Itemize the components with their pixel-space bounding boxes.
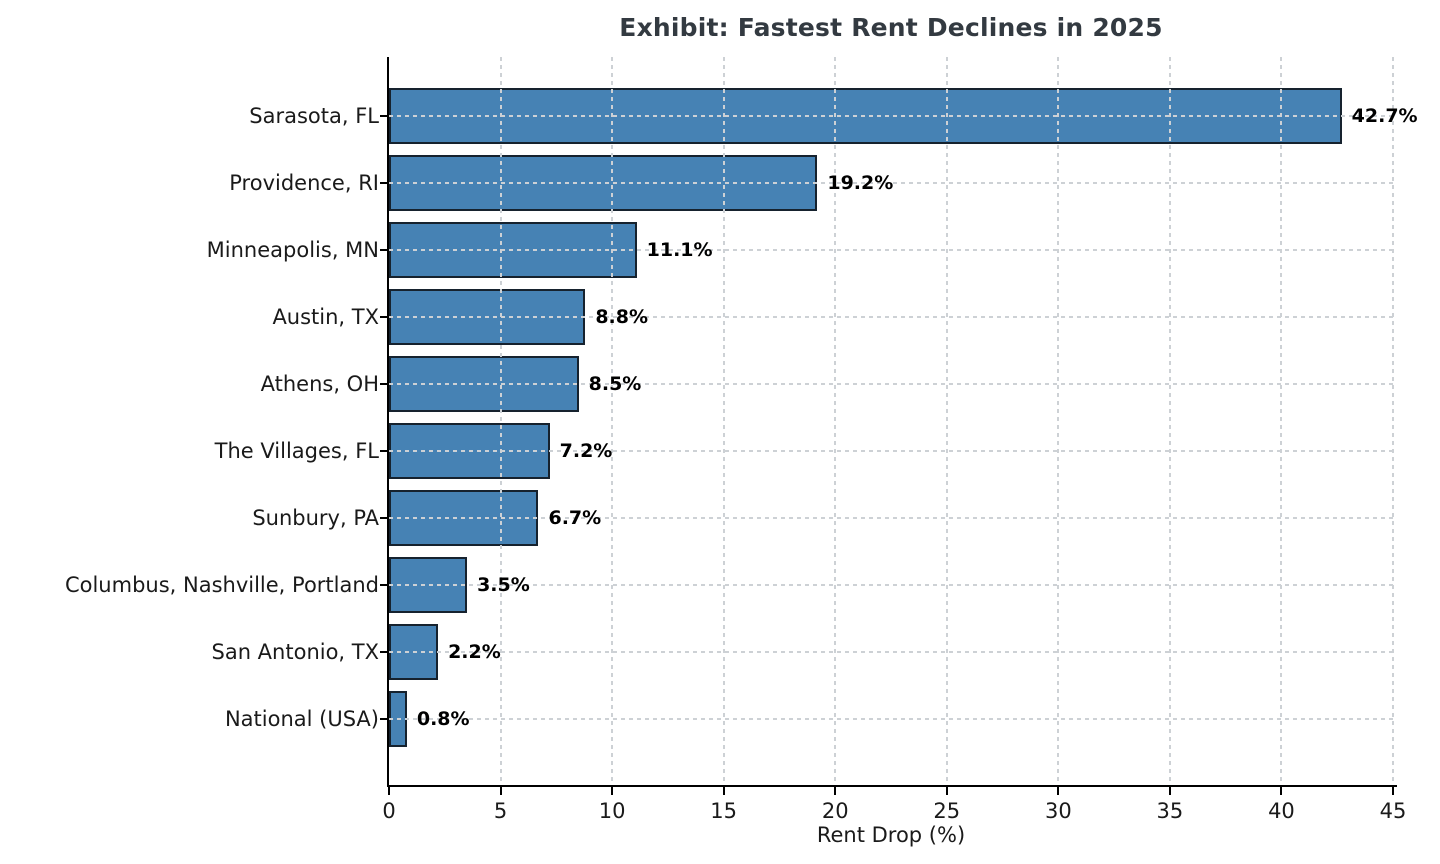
bar-value-label: 11.1%	[646, 239, 713, 261]
category-label: Minneapolis, MN	[206, 238, 379, 262]
x-axis-tick	[834, 787, 837, 795]
y-axis-tick	[380, 115, 387, 117]
x-tick-label: 40	[1268, 799, 1295, 823]
gridline	[389, 651, 1393, 653]
bar-value-label: 2.2%	[448, 641, 501, 663]
category-label: Sarasota, FL	[249, 104, 379, 128]
gridline	[722, 57, 725, 785]
x-axis-tick	[1168, 787, 1171, 795]
gridline	[389, 517, 1393, 519]
gridline	[389, 182, 1393, 184]
y-axis-tick	[380, 517, 387, 519]
x-tick-label: 45	[1379, 799, 1407, 823]
x-tick-label: 25	[933, 799, 961, 823]
x-axis-spine	[387, 785, 1397, 787]
gridline	[389, 249, 1393, 251]
bar-value-label: 8.8%	[595, 306, 649, 328]
gridline	[834, 57, 837, 785]
x-tick-label: 10	[598, 799, 626, 823]
y-axis-tick	[380, 450, 387, 452]
gridline	[389, 450, 1393, 452]
gridline	[1057, 57, 1060, 785]
y-axis-spine	[387, 57, 389, 787]
bar-value-label: 8.5%	[588, 373, 642, 395]
x-axis-tick	[388, 787, 390, 795]
y-axis-tick	[380, 584, 387, 586]
y-axis-tick	[380, 651, 387, 653]
gridline	[389, 115, 1393, 117]
chart-title: Exhibit: Fastest Rent Declines in 2025	[619, 13, 1163, 42]
bar-value-label: 19.2%	[827, 172, 894, 194]
gridline	[1280, 57, 1283, 785]
x-axis-tick	[499, 787, 502, 795]
category-label: National (USA)	[224, 707, 379, 731]
y-axis-tick	[380, 182, 387, 184]
x-tick-label: 20	[821, 799, 849, 823]
x-axis-tick	[945, 787, 948, 795]
x-axis-tick	[611, 787, 614, 795]
x-tick-label: 30	[1044, 799, 1072, 823]
bar-value-label: 0.8%	[416, 708, 470, 730]
x-axis-label: Rent Drop (%)	[816, 823, 966, 847]
y-axis-tick	[380, 383, 387, 385]
gridline	[389, 584, 1393, 586]
x-axis-tick	[722, 787, 725, 795]
y-axis-tick	[380, 718, 387, 720]
y-axis-tick	[380, 316, 387, 318]
gridline	[389, 718, 1393, 720]
x-tick-label: 35	[1156, 799, 1184, 823]
category-label: Austin, TX	[272, 305, 379, 329]
category-label: Sunbury, PA	[252, 506, 379, 530]
category-label: Columbus, Nashville, Portland	[64, 573, 379, 597]
gridline	[1168, 57, 1171, 785]
gridline	[499, 57, 502, 785]
x-axis-tick	[1057, 787, 1060, 795]
category-label: San Antonio, TX	[211, 640, 380, 664]
category-label: Athens, OH	[260, 372, 379, 396]
gridline	[389, 316, 1393, 318]
gridline	[611, 57, 614, 785]
gridline	[389, 383, 1393, 385]
category-label: Providence, RI	[229, 171, 379, 195]
y-axis-tick	[380, 249, 387, 251]
x-tick-label: 5	[493, 799, 508, 823]
x-tick-label: 15	[710, 799, 738, 823]
gridline	[945, 57, 948, 785]
x-axis-tick	[1392, 787, 1394, 795]
category-label: The Villages, FL	[214, 439, 379, 463]
gridline	[1392, 57, 1394, 785]
x-axis-tick	[1280, 787, 1283, 795]
bar-value-label: 7.2%	[559, 440, 613, 462]
bar-value-label: 42.7%	[1351, 105, 1418, 127]
x-tick-label: 0	[382, 799, 396, 823]
bar-value-label: 6.7%	[548, 507, 602, 529]
bar-value-label: 3.5%	[477, 574, 530, 596]
